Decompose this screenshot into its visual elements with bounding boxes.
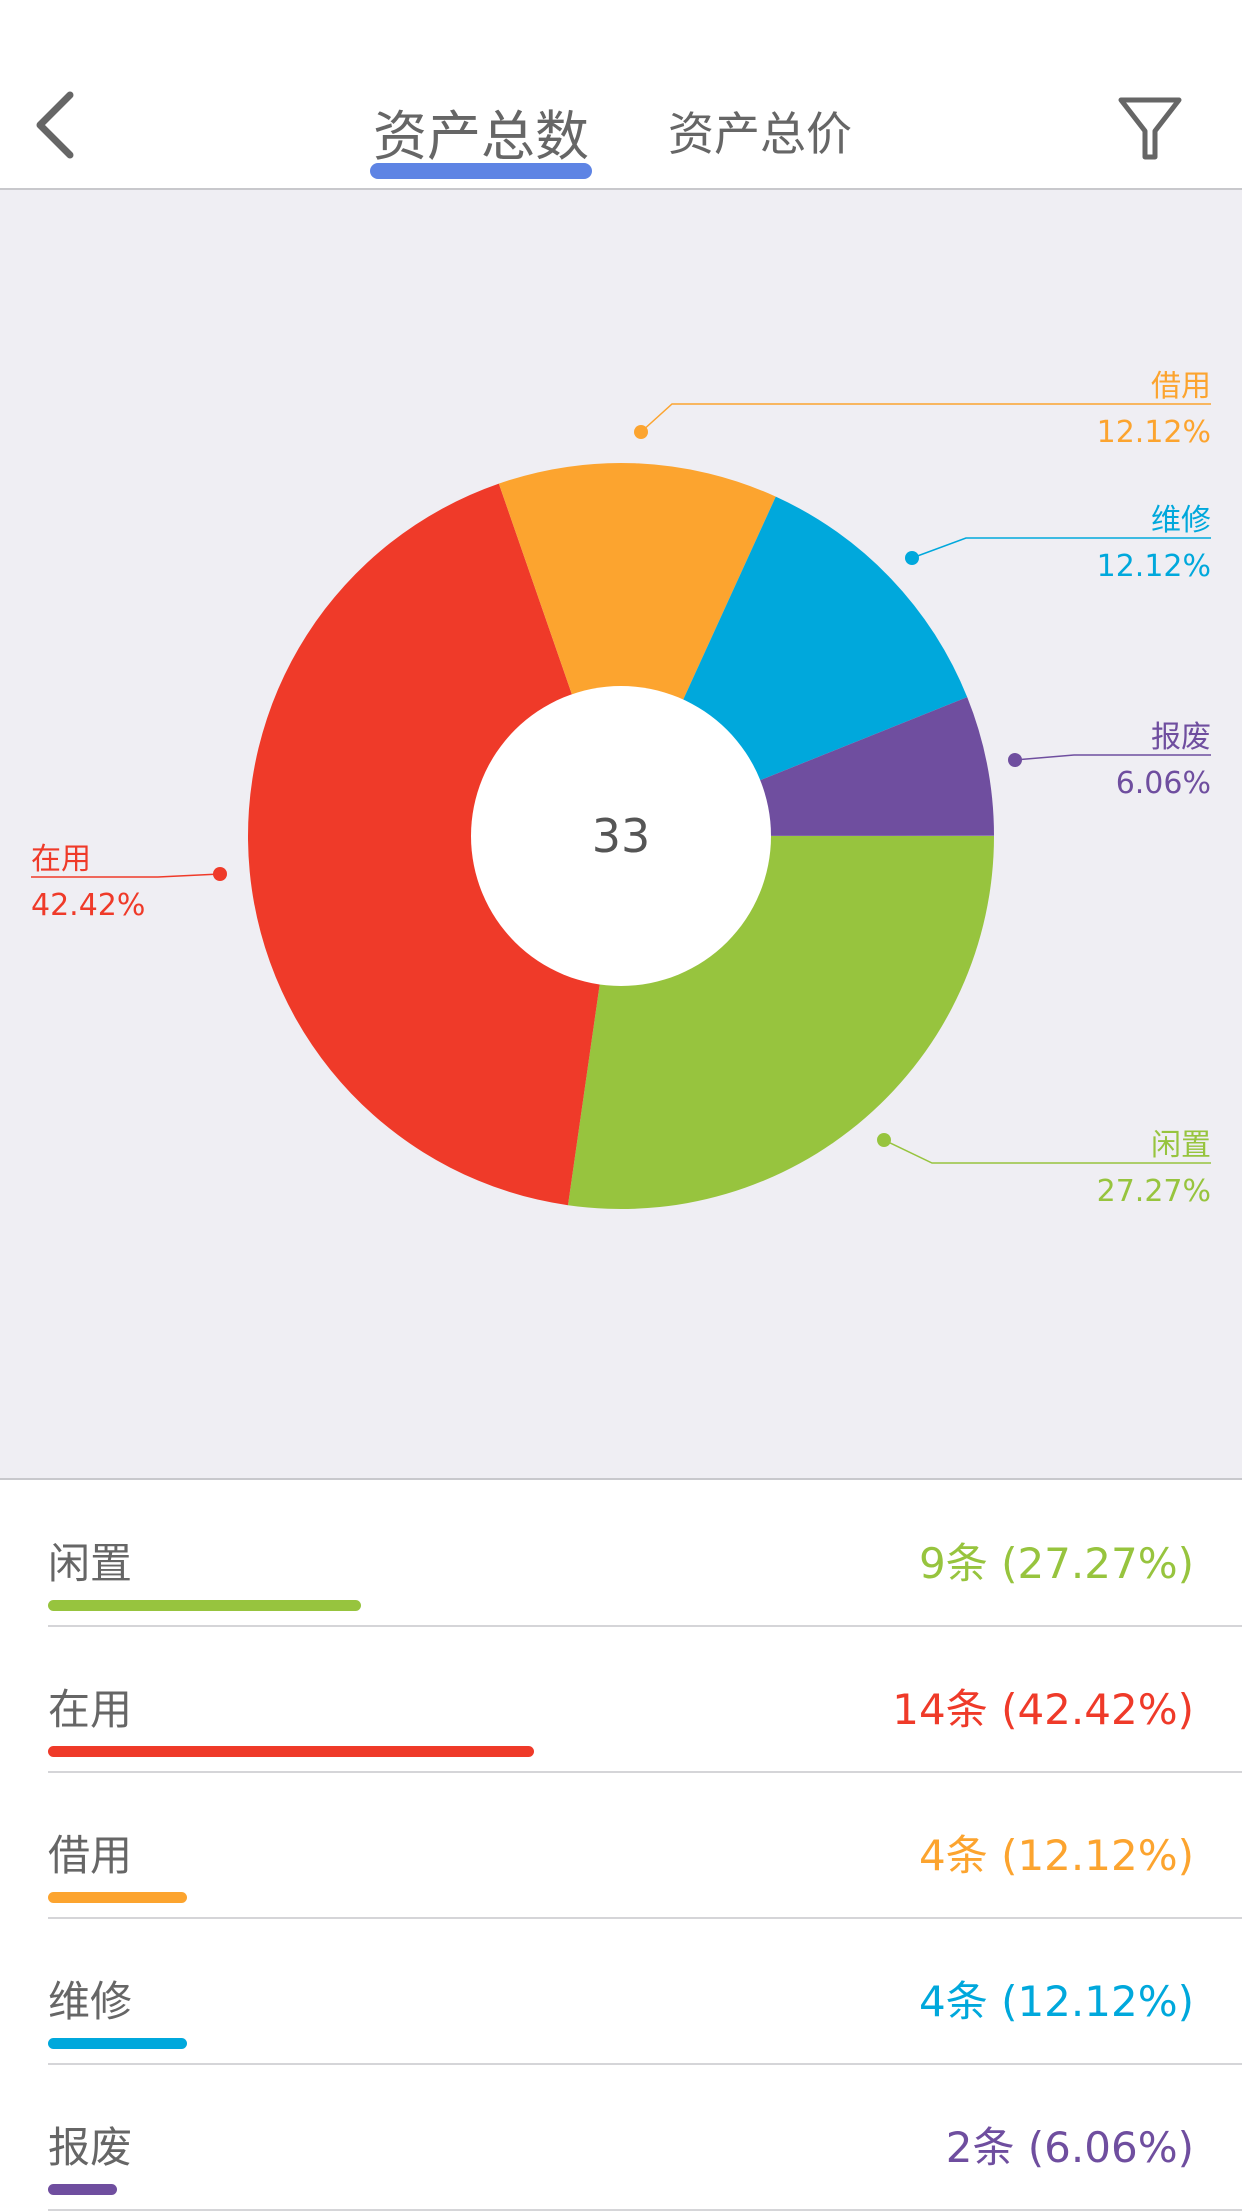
label-dot: [634, 425, 648, 439]
pie-slice[interactable]: [498, 463, 776, 836]
slice-percent: 12.12%: [1097, 415, 1211, 450]
label-leader-line: [31, 873, 221, 878]
slice-label: 闲置: [1151, 1128, 1211, 1163]
row-divider: [48, 1771, 1242, 1773]
list-item[interactable]: 借用 4条 (12.12%): [0, 1774, 1242, 1920]
slice-percent: 42.42%: [31, 888, 145, 923]
list-item[interactable]: 闲置 9条 (27.27%): [0, 1482, 1242, 1628]
slice-percent: 27.27%: [1097, 1174, 1211, 1209]
tab-asset-value[interactable]: 资产总价: [668, 107, 852, 161]
center-total: 33: [592, 809, 651, 863]
status-value: 14条 (42.42%): [892, 1685, 1194, 1734]
status-list: 闲置 9条 (27.27%) 在用 14条 (42.42%) 借用 4条 (12…: [0, 1482, 1242, 2212]
status-bar: [48, 2038, 187, 2049]
label-dot: [877, 1133, 891, 1147]
row-divider: [48, 1917, 1242, 1919]
donut-chart: 33 闲置 27.27% 在用 42.42% 借用 12.12% 维修 12.12% 报废 6.06…: [31, 369, 1211, 1209]
label-leader-line: [1014, 754, 1211, 761]
label-dot: [905, 551, 919, 565]
slice-percent: 6.06%: [1116, 766, 1211, 801]
filter-icon[interactable]: [1115, 95, 1185, 160]
status-value: 9条 (27.27%): [919, 1539, 1194, 1588]
status-label: 借用: [48, 1831, 133, 1880]
status-label: 在用: [48, 1685, 133, 1734]
label-dot: [213, 867, 227, 881]
list-item[interactable]: 报废 2条 (6.06%): [0, 2066, 1242, 2212]
slice-percent: 12.12%: [1097, 549, 1211, 584]
list-item[interactable]: 在用 14条 (42.42%): [0, 1628, 1242, 1774]
list-item[interactable]: 维修 4条 (12.12%): [0, 1920, 1242, 2066]
status-label: 报废: [48, 2123, 133, 2172]
status-bar: [48, 1892, 187, 1903]
label-leader-line: [640, 403, 1211, 433]
row-divider: [48, 1625, 1242, 1627]
donut-hole: [471, 686, 771, 986]
label-dot: [1008, 753, 1022, 767]
label-leader-line: [911, 537, 1211, 559]
chart-area: 33 闲置 27.27% 在用 42.42% 借用 12.12% 维修 12.12% 报废 6.06…: [0, 190, 1242, 1480]
status-label: 维修: [48, 1977, 133, 2026]
status-value: 4条 (12.12%): [919, 1831, 1194, 1880]
header: 资产总数 资产总价: [0, 0, 1242, 190]
status-value: 4条 (12.12%): [919, 1977, 1194, 2026]
status-bar: [48, 2184, 118, 2195]
row-divider: [48, 2063, 1242, 2065]
status-bar: [48, 1746, 535, 1757]
status-bar: [48, 1600, 361, 1611]
label-leader-line: [883, 1139, 1211, 1164]
status-value: 2条 (6.06%): [945, 2123, 1194, 2172]
slice-label: 维修: [1151, 503, 1211, 538]
pie-slice[interactable]: [248, 483, 621, 1206]
slice-label: 报废: [1151, 720, 1211, 755]
row-divider: [48, 2209, 1242, 2211]
slice-label: 借用: [1151, 369, 1211, 404]
active-tab-indicator: [370, 163, 592, 179]
chevron-left-icon[interactable]: [30, 90, 80, 160]
tab-asset-count[interactable]: 资产总数: [373, 105, 589, 168]
status-label: 闲置: [48, 1539, 133, 1588]
slice-label: 在用: [31, 842, 91, 877]
